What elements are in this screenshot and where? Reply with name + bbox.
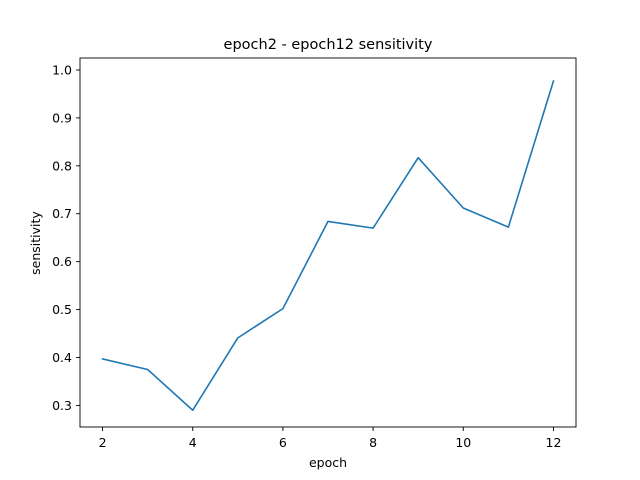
y-axis-label: sensitivity [28,211,43,275]
y-tick-label: 1.0 [52,62,72,77]
x-tick-label: 4 [189,435,197,450]
x-tick-label: 10 [455,435,471,450]
y-tick-label: 0.3 [52,398,72,413]
y-tick-label: 0.4 [52,350,72,365]
x-tick-label: 6 [279,435,287,450]
x-tick-label: 12 [546,435,562,450]
x-axis: 2 4 6 8 10 12 [99,427,562,450]
x-tick-label: 8 [369,435,377,450]
y-tick-label: 0.5 [52,302,72,317]
axes-frame [79,57,577,428]
x-axis-label: epoch [309,455,347,470]
y-axis: 0.3 0.4 0.5 0.6 0.7 0.8 0.9 1.0 [52,62,80,413]
y-tick-label: 0.8 [52,158,72,173]
chart-title: epoch2 - epoch12 sensitivity [224,37,433,53]
plot-area [79,57,577,428]
series-line-0 [101,79,555,412]
y-tick-label: 0.6 [52,254,72,269]
y-tick-label: 0.7 [52,206,72,221]
x-tick-label: 2 [99,435,107,450]
y-tick-label: 0.9 [52,110,72,125]
